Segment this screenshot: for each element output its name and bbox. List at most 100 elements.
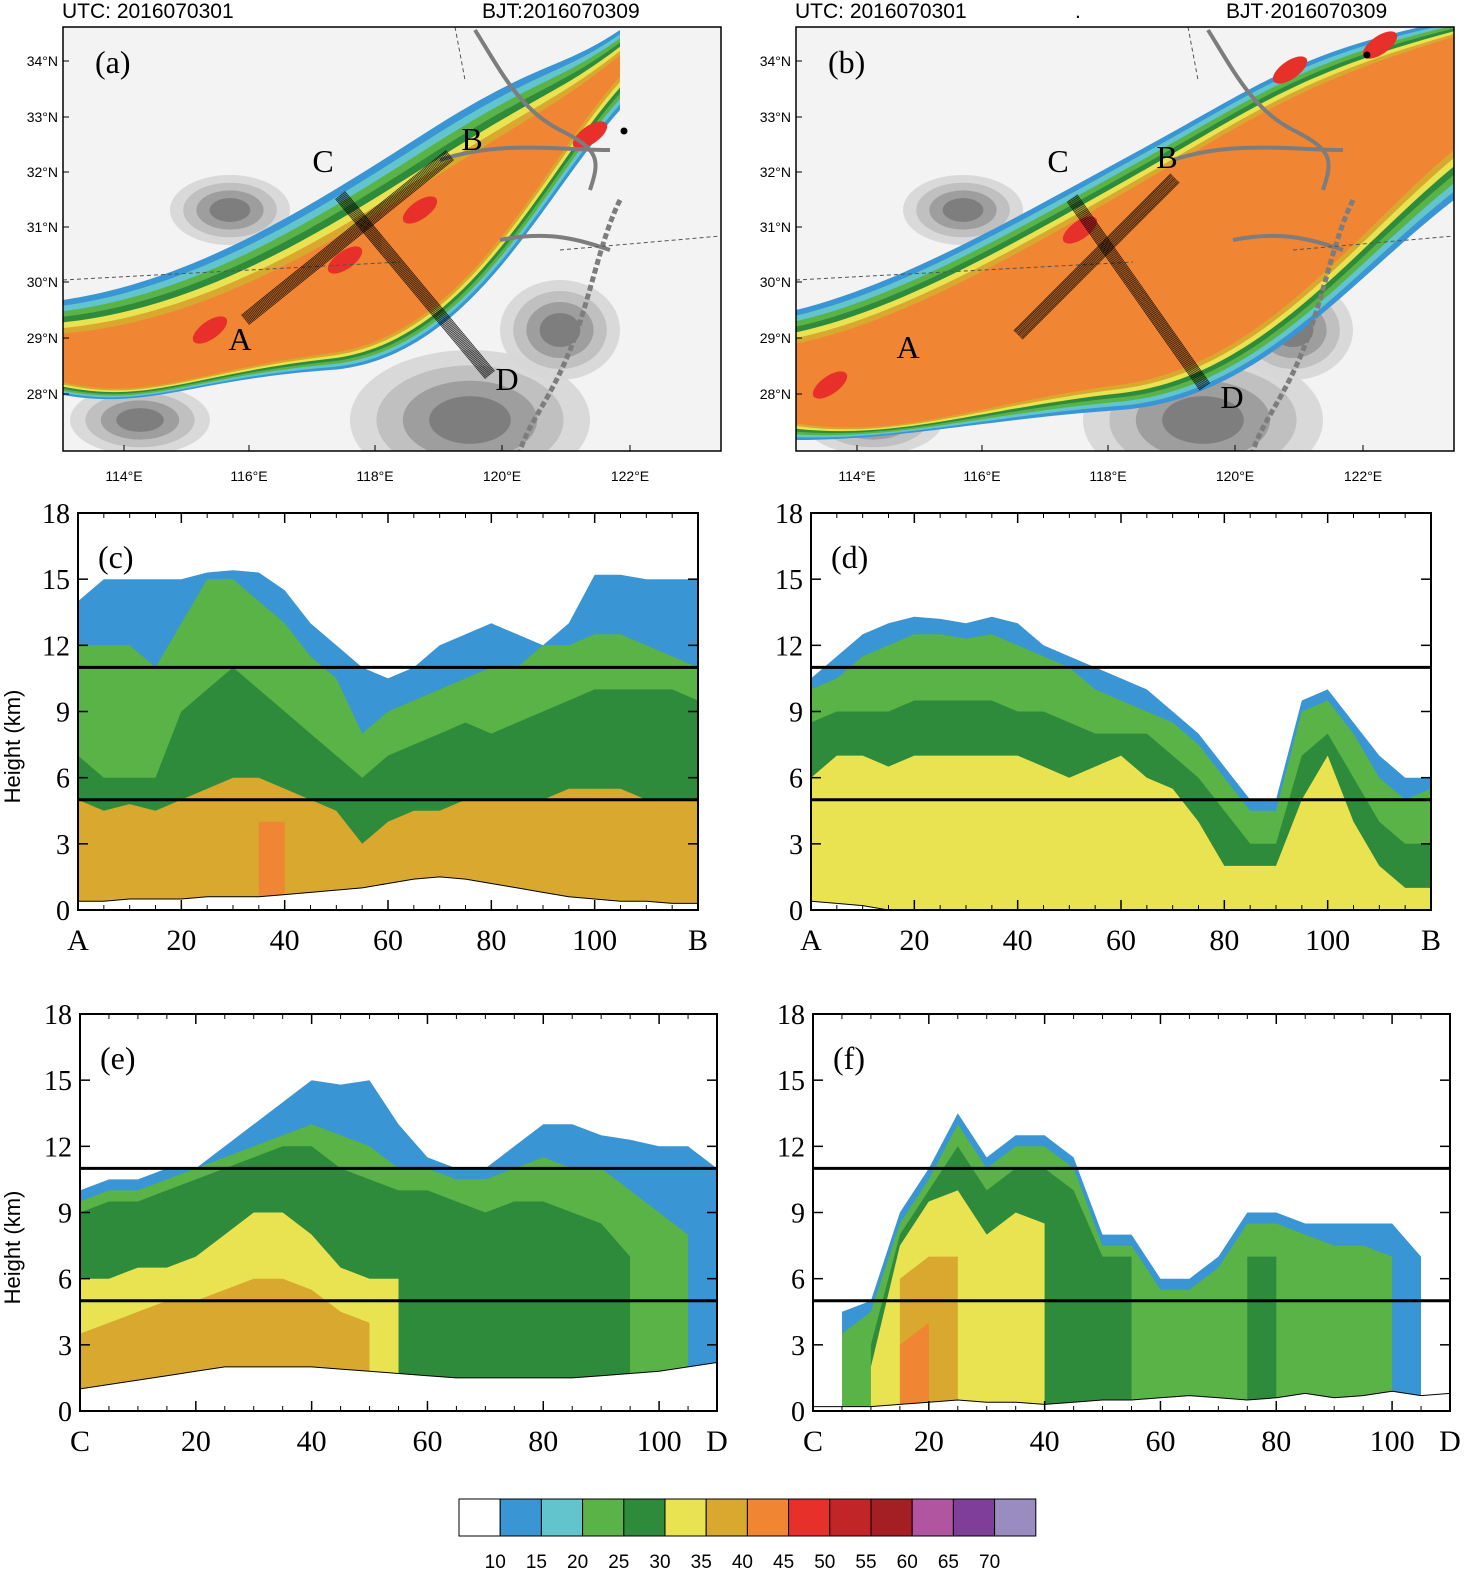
lat-tick-label: 32°N (27, 164, 58, 180)
terrain-shading (539, 313, 581, 347)
reflectivity-layer-c45 (899, 1322, 929, 1405)
legend-label: 55 (855, 1552, 876, 1573)
x-tick-label: 80 (1209, 924, 1239, 957)
legend-label: 60 (897, 1552, 918, 1573)
utc-label-right: UTC: 2016070301 (795, 0, 967, 23)
panel-label: (e) (100, 1040, 136, 1076)
x-tick-label: 60 (1145, 1425, 1175, 1458)
cross-section-line (1017, 177, 1176, 336)
y-tick-label: 18 (777, 1000, 805, 1031)
point-label-c: C (312, 143, 333, 179)
cross-section-line (241, 151, 448, 317)
x-tick-label: 80 (476, 924, 506, 957)
y-tick-label: 6 (791, 1265, 805, 1296)
cross-section-line (1075, 195, 1210, 385)
y-tick-label: 12 (44, 1132, 72, 1163)
bjt-label-left: BJT:2016070309 (482, 0, 640, 23)
terrain-baseline (80, 1362, 717, 1390)
cross-section-line (1071, 197, 1206, 388)
reflectivity-layer-c30 (1247, 1256, 1277, 1400)
legend-label: 65 (938, 1552, 959, 1573)
reflectivity-layer-c40 (78, 777, 698, 904)
lat-tick-label: 33°N (27, 109, 58, 125)
y-tick-label: 18 (775, 499, 803, 530)
cross-section-line (1021, 181, 1179, 339)
legend-swatch (582, 1498, 625, 1537)
legend-label: 40 (732, 1552, 753, 1573)
x-tick-label: 40 (270, 924, 300, 957)
cross-section-line (336, 197, 487, 379)
y-tick-label: 15 (775, 565, 803, 596)
terrain-shading (209, 198, 251, 222)
cross-section-line (343, 191, 494, 373)
lon-tick-label: 114°E (838, 468, 875, 484)
lon-tick-label: 118°E (1089, 468, 1126, 484)
legend-label: 45 (773, 1552, 794, 1573)
x-tick-label: 40 (1030, 1425, 1060, 1458)
x-tick-label: 20 (181, 1425, 211, 1458)
reflectivity-core (327, 246, 363, 274)
y-tick-label: 12 (42, 631, 70, 662)
terrain-shading (942, 198, 984, 222)
reflectivity-core (192, 316, 228, 344)
xs-content (78, 513, 698, 910)
cross-section-line (344, 190, 495, 372)
y-tick-label: 3 (58, 1331, 72, 1362)
panel-label: (b) (828, 44, 865, 80)
lat-tick-label: 31°N (27, 219, 58, 235)
header-dot: . (1075, 0, 1081, 23)
x-tick-label: 100 (637, 1425, 682, 1458)
lat-tick-label: 32°N (760, 164, 791, 180)
y-tick-label: 0 (56, 896, 70, 927)
cross-section-panel-e: 18 15 12 9 6 3 0C 20 40 60 80 100 D Height (km) (e) (0, 1000, 728, 1458)
map-panel-b: 34°N 33°N 32°N 31°N 30°N 29°N 28°N 114°E 116°E 11… (760, 26, 1455, 484)
legend-label: 20 (567, 1552, 588, 1573)
cross-section-line (244, 154, 451, 321)
lat-tick-label: 29°N (27, 330, 58, 346)
x-tick-label: D (706, 1425, 728, 1458)
point-label-a: A (228, 321, 251, 357)
bjt-label-right: BJT·2016070309 (1226, 0, 1387, 23)
legend-swatch (952, 1498, 996, 1537)
panel-label: (d) (831, 539, 868, 575)
lon-tick-label: 122°E (1344, 468, 1382, 484)
y-tick-label: 18 (44, 1000, 72, 1031)
cross-section-panel-f: 18 15 12 9 6 3 0C 20 40 60 80 100 D (f) (777, 1000, 1461, 1458)
map-panel-a: 34°N 33°N 32°N 31°N 30°N 29°N 28°N 114°E 116°E 11… (27, 26, 722, 484)
cross-section-line (337, 197, 488, 378)
point-label-d: D (495, 361, 518, 397)
cross-section-line (1022, 182, 1180, 340)
y-tick-label: 12 (775, 631, 803, 662)
cross-section-line (247, 158, 454, 324)
terrain-baseline (78, 876, 698, 904)
point-label-d: D (1220, 379, 1243, 415)
x-tick-label: C (803, 1425, 823, 1458)
lat-tick-label: 30°N (27, 274, 58, 290)
lat-tick-label: 33°N (760, 109, 791, 125)
xs-content (80, 1014, 717, 1411)
xs-content (813, 1014, 1450, 1411)
legend-swatch (458, 1498, 501, 1537)
panel-label: (a) (95, 44, 131, 80)
legend-label: 30 (649, 1552, 670, 1573)
cross-section-line (1066, 201, 1201, 391)
x-tick-label: 100 (1370, 1425, 1415, 1458)
legend-label: 70 (979, 1552, 1000, 1573)
boundary-line (63, 27, 721, 281)
legend-label: 35 (691, 1552, 712, 1573)
cross-section-line (1019, 179, 1177, 337)
panel-label: (f) (833, 1040, 865, 1076)
reflectivity-band (63, 55, 620, 389)
legend-swatch (911, 1498, 954, 1537)
legend-swatch (623, 1498, 666, 1537)
xs-content (811, 513, 1431, 910)
lat-tick-label: 29°N (760, 330, 791, 346)
y-tick-label: 6 (789, 764, 803, 795)
legend-swatch (788, 1498, 831, 1537)
utc-label-left: UTC: 2016070301 (62, 0, 234, 23)
colorbar-legend: 10 15 20 25 30 35 40 45 50 55 60 65 70 (458, 1498, 1037, 1573)
river-line (1206, 28, 1331, 191)
lon-tick-label: 122°E (611, 468, 649, 484)
cross-section-line (1072, 197, 1207, 387)
lat-tick-label: 28°N (760, 386, 791, 402)
